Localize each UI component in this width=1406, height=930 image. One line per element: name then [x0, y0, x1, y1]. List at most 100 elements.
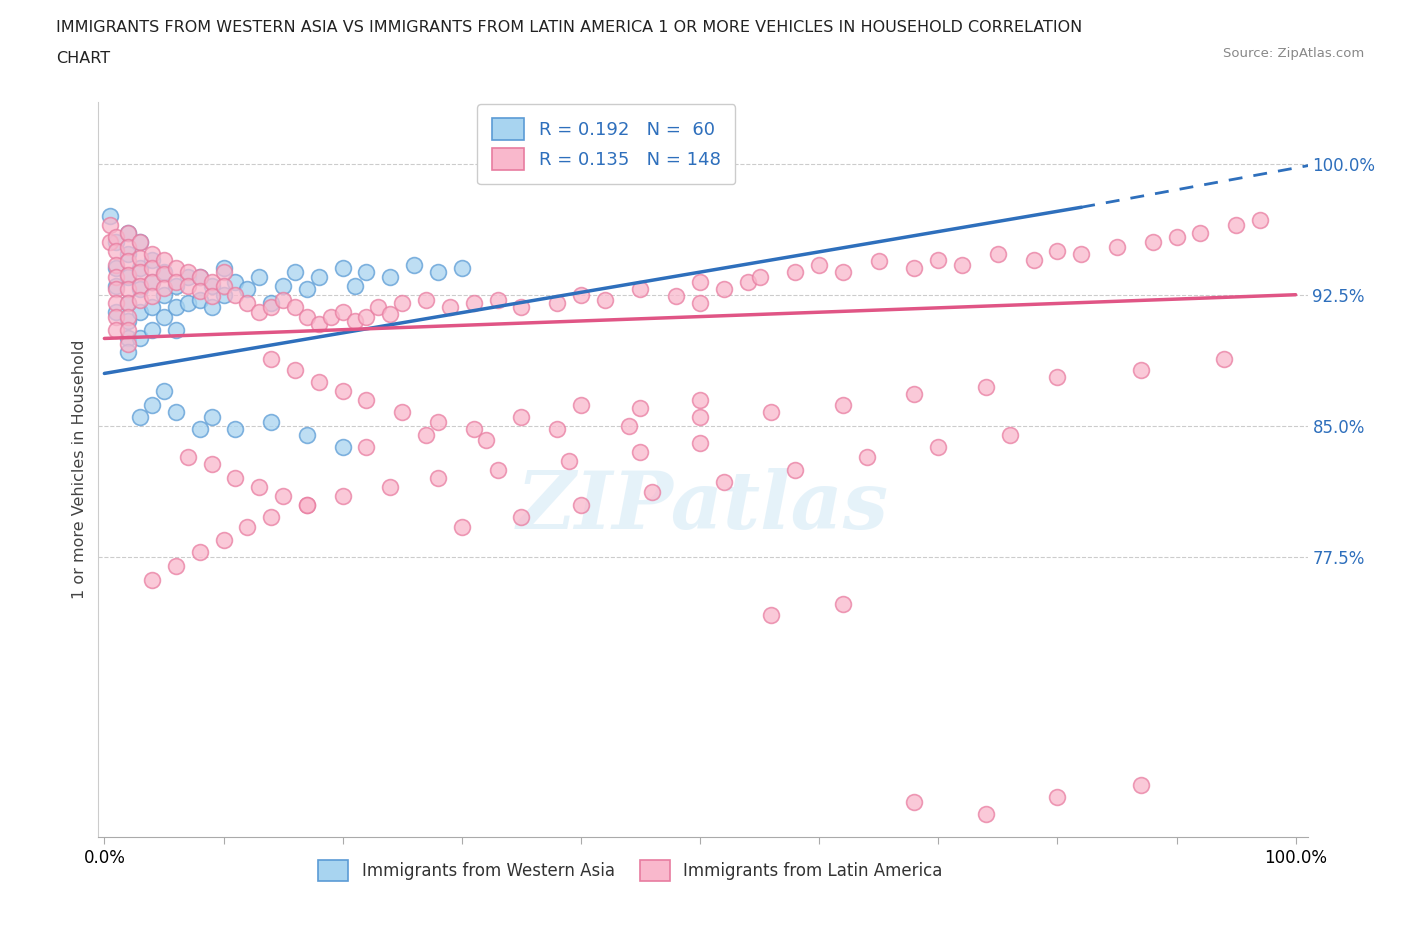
Point	[689, 296, 711, 311]
Point	[1189, 226, 1212, 241]
Point	[785, 264, 807, 279]
Point	[165, 405, 187, 419]
Point	[271, 488, 294, 503]
Point	[486, 293, 509, 308]
Point	[117, 254, 139, 269]
Point	[868, 254, 890, 269]
Point	[117, 247, 139, 262]
Point	[105, 305, 128, 320]
Point	[236, 296, 259, 311]
Point	[284, 264, 307, 279]
Text: Source: ZipAtlas.com: Source: ZipAtlas.com	[1223, 46, 1364, 60]
Point	[129, 305, 152, 320]
Point	[1046, 244, 1069, 259]
Point	[200, 457, 222, 472]
Point	[546, 296, 568, 311]
Point	[153, 310, 176, 325]
Point	[141, 397, 163, 412]
Point	[593, 293, 616, 308]
Point	[117, 270, 139, 285]
Point	[188, 270, 211, 285]
Point	[247, 270, 270, 285]
Point	[1046, 369, 1069, 384]
Point	[713, 474, 735, 489]
Point	[356, 310, 378, 325]
Point	[903, 387, 925, 402]
Point	[426, 415, 449, 430]
Point	[761, 405, 783, 419]
Point	[117, 296, 139, 311]
Point	[105, 270, 128, 285]
Point	[474, 432, 496, 447]
Point	[284, 299, 307, 314]
Point	[117, 282, 139, 297]
Point	[1129, 777, 1152, 792]
Point	[689, 275, 711, 290]
Point	[105, 310, 128, 325]
Point	[761, 607, 783, 622]
Point	[737, 275, 759, 290]
Point	[141, 323, 163, 338]
Point	[141, 261, 163, 276]
Point	[927, 252, 949, 267]
Point	[426, 264, 449, 279]
Point	[117, 240, 139, 255]
Point	[212, 264, 235, 279]
Point	[177, 264, 200, 279]
Point	[1022, 252, 1045, 267]
Point	[1129, 363, 1152, 378]
Point	[927, 440, 949, 455]
Point	[641, 485, 664, 499]
Point	[1249, 212, 1271, 227]
Point	[153, 252, 176, 267]
Point	[689, 392, 711, 407]
Point	[129, 250, 152, 265]
Text: CHART: CHART	[56, 51, 110, 66]
Point	[271, 279, 294, 294]
Point	[165, 558, 187, 573]
Point	[785, 462, 807, 477]
Point	[748, 270, 770, 285]
Point	[617, 418, 640, 433]
Point	[117, 226, 139, 241]
Point	[165, 279, 187, 294]
Point	[141, 573, 163, 588]
Point	[832, 597, 855, 612]
Point	[129, 282, 152, 297]
Point	[832, 397, 855, 412]
Point	[450, 261, 472, 276]
Point	[200, 279, 222, 294]
Point	[236, 282, 259, 297]
Point	[105, 296, 128, 311]
Point	[332, 440, 354, 455]
Point	[117, 310, 139, 325]
Point	[998, 427, 1021, 442]
Point	[129, 279, 152, 294]
Point	[98, 208, 121, 223]
Point	[247, 305, 270, 320]
Point	[415, 427, 437, 442]
Point	[129, 261, 152, 276]
Point	[439, 299, 461, 314]
Point	[129, 293, 152, 308]
Point	[105, 258, 128, 272]
Point	[117, 226, 139, 241]
Point	[141, 289, 163, 304]
Point	[630, 282, 652, 297]
Point	[463, 296, 485, 311]
Point	[856, 450, 879, 465]
Point	[630, 401, 652, 416]
Text: IMMIGRANTS FROM WESTERN ASIA VS IMMIGRANTS FROM LATIN AMERICA 1 OR MORE VEHICLES: IMMIGRANTS FROM WESTERN ASIA VS IMMIGRAN…	[56, 20, 1083, 35]
Point	[212, 261, 235, 276]
Point	[129, 234, 152, 249]
Point	[98, 218, 121, 232]
Point	[319, 310, 342, 325]
Point	[295, 282, 318, 297]
Point	[129, 410, 152, 425]
Point	[569, 498, 592, 512]
Point	[177, 450, 200, 465]
Point	[689, 410, 711, 425]
Point	[974, 807, 997, 822]
Point	[153, 266, 176, 281]
Point	[295, 310, 318, 325]
